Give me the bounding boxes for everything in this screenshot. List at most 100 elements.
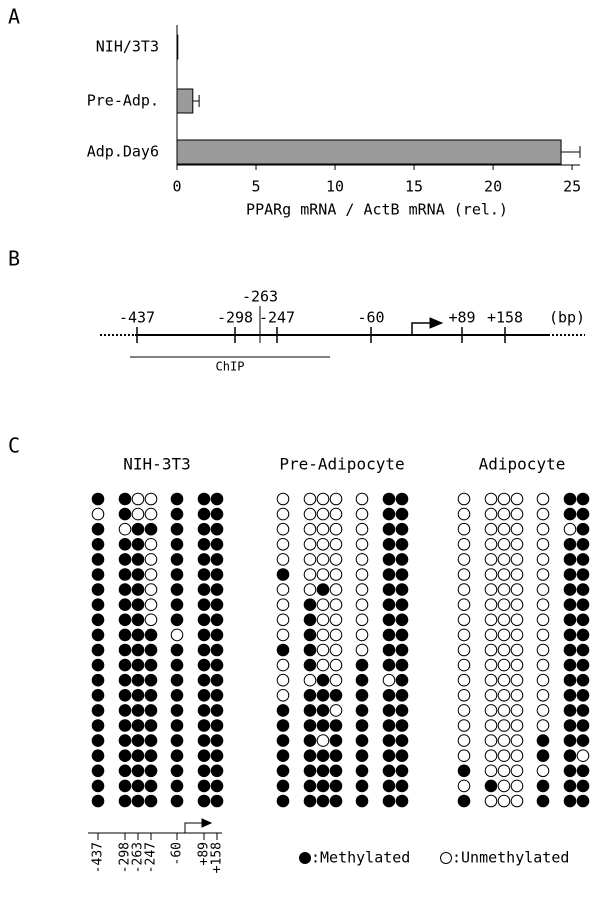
tss-arrow — [411, 322, 432, 335]
cpg-dot — [497, 628, 511, 642]
cpg-dot — [457, 507, 471, 521]
cpg-dot — [484, 507, 498, 521]
cpg-dot — [170, 658, 184, 672]
cpg-dot — [510, 749, 524, 763]
cpg-dot — [510, 779, 524, 793]
cpg-dot — [497, 749, 511, 763]
cpg-dot — [576, 719, 590, 732]
cpg-dot — [536, 689, 550, 702]
cpg-dot — [576, 643, 590, 657]
cpg-dot — [395, 507, 409, 521]
site-label: -60 — [170, 842, 185, 865]
cpg-dot — [210, 764, 224, 778]
cpg-dot — [457, 598, 471, 612]
cpg-dot — [355, 764, 369, 778]
cpg-dot — [329, 749, 343, 763]
cpg-dot — [170, 779, 184, 793]
cpg-dot — [355, 704, 369, 717]
cpg-dot — [197, 673, 211, 687]
cpg-dot — [395, 553, 409, 566]
cpg-dot — [144, 553, 158, 566]
cpg-dot — [170, 553, 184, 566]
cpg-dot — [276, 658, 290, 672]
cpg-dot — [144, 568, 158, 581]
panel-label: B — [8, 247, 20, 271]
cpg-dot — [395, 583, 409, 596]
cpg-dot — [303, 628, 317, 642]
cpg-dot — [382, 598, 396, 612]
cpg-dot — [118, 764, 132, 778]
site-label: -263 — [242, 288, 278, 306]
cpg-dot — [170, 794, 184, 808]
cpg-dot — [510, 538, 524, 551]
cpg-dot — [170, 689, 184, 702]
cpg-dot — [197, 492, 211, 506]
cpg-dot — [510, 658, 524, 672]
cpg-dot — [303, 538, 317, 551]
cpg-dot — [457, 673, 471, 687]
cpg-dot — [91, 689, 105, 702]
site-label: -437 — [119, 309, 155, 327]
cpg-dot — [576, 673, 590, 687]
cpg-dot — [131, 598, 145, 612]
cpg-dot — [276, 749, 290, 763]
x-tick-label: 5 — [252, 178, 261, 196]
cpg-dot — [355, 538, 369, 551]
cpg-dot — [536, 794, 550, 808]
cpg-dot — [303, 583, 317, 596]
cpg-dot — [131, 794, 145, 808]
cpg-dot — [355, 598, 369, 612]
cpg-dot — [382, 764, 396, 778]
cpg-dot — [210, 507, 224, 521]
cpg-dot — [329, 613, 343, 627]
cpg-dot — [131, 704, 145, 717]
cpg-dot — [276, 522, 290, 536]
chip-label: ChIP — [216, 360, 245, 374]
cpg-dot — [316, 749, 330, 763]
cpg-dot — [276, 719, 290, 732]
site-label: -298 — [118, 842, 133, 873]
cpg-dot — [91, 794, 105, 808]
x-tick-label: 0 — [172, 178, 181, 196]
cpg-dot — [484, 749, 498, 763]
cpg-dot — [210, 628, 224, 642]
cpg-dot — [497, 643, 511, 657]
cpg-dot — [497, 492, 511, 506]
cpg-dot — [576, 492, 590, 506]
cpg-dot — [576, 568, 590, 581]
legend-label: :Unmethylated — [452, 849, 569, 867]
cpg-dot — [536, 719, 550, 732]
cpg-dot — [303, 598, 317, 612]
cpg-dot — [91, 553, 105, 566]
cpg-dot — [457, 643, 471, 657]
cpg-dot — [536, 673, 550, 687]
cpg-dot — [355, 583, 369, 596]
cpg-dot — [316, 794, 330, 808]
cpg-dot — [576, 553, 590, 566]
cpg-dot — [576, 598, 590, 612]
cpg-dot — [144, 764, 158, 778]
cpg-dot — [536, 779, 550, 793]
cpg-dot — [131, 689, 145, 702]
cpg-dot — [457, 749, 471, 763]
cpg-dot — [329, 522, 343, 536]
cpg-dot — [210, 643, 224, 657]
cpg-dot — [395, 628, 409, 642]
cpg-dot — [355, 719, 369, 732]
cpg-dot — [382, 734, 396, 747]
cpg-dot — [316, 583, 330, 596]
cpg-dot — [210, 553, 224, 566]
cpg-dot — [170, 522, 184, 536]
cpg-dot — [457, 704, 471, 717]
cpg-dot — [457, 492, 471, 506]
cpg-dot — [91, 568, 105, 581]
cpg-dot — [355, 673, 369, 687]
cpg-dot — [170, 568, 184, 581]
cpg-dot — [91, 538, 105, 551]
cpg-dot — [382, 779, 396, 793]
cpg-dot — [395, 764, 409, 778]
cpg-dot — [316, 628, 330, 642]
cpg-dot — [395, 673, 409, 687]
cpg-dot — [144, 794, 158, 808]
cpg-dot — [170, 643, 184, 657]
